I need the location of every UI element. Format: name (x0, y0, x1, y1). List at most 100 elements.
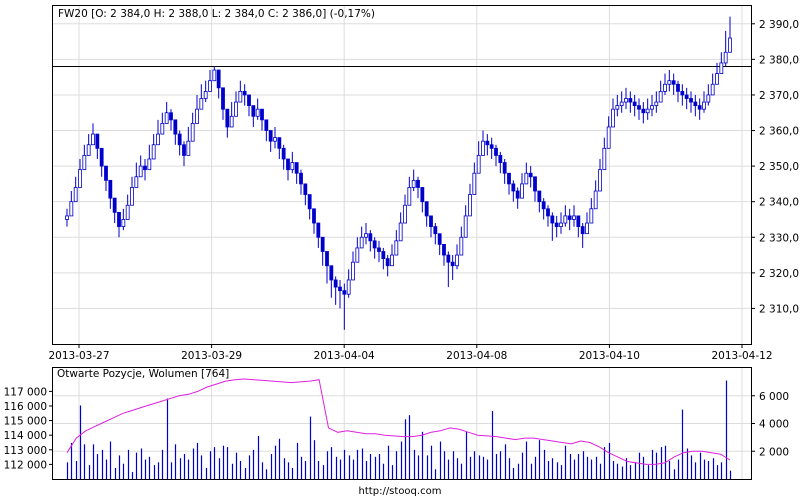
candlestick-series (65, 16, 732, 330)
candle-body (606, 126, 611, 149)
candle-body (398, 222, 403, 242)
candle-body (489, 144, 494, 149)
candle-body (121, 219, 126, 227)
oi-tick-label: 117 000 (4, 386, 47, 398)
candle-body (91, 133, 95, 146)
candle-body (325, 251, 329, 267)
date-tick-label: 2013-04-10 (579, 350, 640, 362)
candle-body (463, 215, 468, 238)
candle-body (160, 123, 165, 135)
candle-body (260, 108, 264, 121)
candle-body (342, 290, 347, 295)
price-tick-label: 2 320,0 (759, 268, 799, 280)
candle-body (86, 144, 91, 156)
candle-body (524, 172, 529, 185)
candle-body (476, 155, 481, 174)
price-plot-frame (52, 5, 752, 345)
candle-body (216, 69, 221, 89)
candle-body (138, 165, 143, 178)
date-tick-label: 2013-03-29 (181, 350, 242, 362)
candle-body (576, 215, 581, 227)
date-tick-label: 2013-03-27 (48, 350, 109, 362)
candle-body (654, 101, 659, 107)
candle-body (182, 144, 186, 156)
candle-body (355, 247, 360, 263)
candle-body (156, 133, 160, 146)
candle-body (385, 258, 390, 267)
candle-body (520, 183, 524, 199)
candle-body (112, 197, 117, 213)
price-tick-label: 2 340,0 (759, 197, 799, 209)
oi-tick-label: 116 000 (4, 401, 47, 413)
candle-body (346, 279, 351, 295)
price-tick-label: 2 390,0 (759, 19, 799, 31)
candle-body (277, 137, 282, 149)
date-x-axis: 2013-03-27 2013-03-29 2013-04-04 2013-04-08… (48, 344, 773, 362)
candle-body (563, 215, 568, 224)
candle-body (78, 169, 82, 188)
candle-body (268, 130, 273, 142)
candle-body (320, 236, 325, 252)
candle-body (307, 194, 312, 210)
candle-body (676, 83, 680, 92)
candle-body (429, 215, 433, 227)
candle-body (108, 179, 113, 199)
candle-body (242, 90, 247, 96)
candle-body (186, 140, 191, 156)
volume-tick-label: 2 000 (759, 446, 789, 458)
price-chart-title: FW20 [O: 2 384,0 H: 2 388,0 L: 2 384,0 C… (58, 8, 375, 20)
price-tick-label: 2 350,0 (759, 161, 799, 173)
candle-body (368, 233, 373, 242)
candle-body (264, 119, 269, 131)
candle-body (281, 147, 286, 160)
candle-body (572, 215, 576, 220)
candle-body (650, 105, 654, 110)
candle-body (294, 162, 299, 174)
candle-body (190, 123, 195, 142)
oi-tick-label: 113 000 (4, 445, 47, 457)
volume-chart-title: Otwarte Pozycje, Wolumen [764] (57, 368, 229, 380)
candle-body (589, 208, 594, 224)
candle-body (420, 187, 425, 203)
candle-body (69, 201, 74, 217)
candle-body (667, 80, 672, 85)
candle-body (255, 108, 260, 117)
candle-body (225, 108, 230, 128)
candle-body (390, 254, 394, 267)
candle-body (541, 201, 546, 210)
candle-body (238, 90, 243, 103)
candle-body (706, 94, 711, 103)
candle-body (628, 98, 633, 103)
candle-body (641, 108, 646, 114)
price-tick-label: 2 380,0 (759, 54, 799, 66)
candle-body (723, 51, 728, 64)
candle-body (710, 83, 715, 96)
candle-body (689, 98, 693, 103)
candle-body (433, 226, 438, 235)
candle-body (515, 190, 520, 199)
candle-body (212, 69, 217, 82)
candle-body (221, 87, 225, 110)
candle-body (403, 204, 407, 224)
price-tick-label: 2 330,0 (759, 232, 799, 244)
candle-body (329, 265, 334, 281)
footer-url[interactable]: http://stooq.com (358, 486, 442, 497)
candle-body (351, 261, 355, 281)
candle-body (468, 194, 472, 217)
candle-body (450, 261, 455, 267)
volume-bars (66, 380, 732, 479)
candle-body (394, 240, 399, 256)
candle-body (82, 155, 87, 171)
candle-body (533, 176, 537, 192)
candle-body (485, 140, 490, 146)
candle-body (598, 169, 602, 192)
candle-body (697, 105, 702, 110)
candle-body (164, 112, 169, 124)
candle-body (73, 187, 78, 203)
candle-body (234, 101, 238, 117)
candle-body (95, 133, 100, 149)
candle-body (333, 279, 338, 288)
candle-body (143, 165, 147, 171)
candle-body (299, 172, 303, 185)
